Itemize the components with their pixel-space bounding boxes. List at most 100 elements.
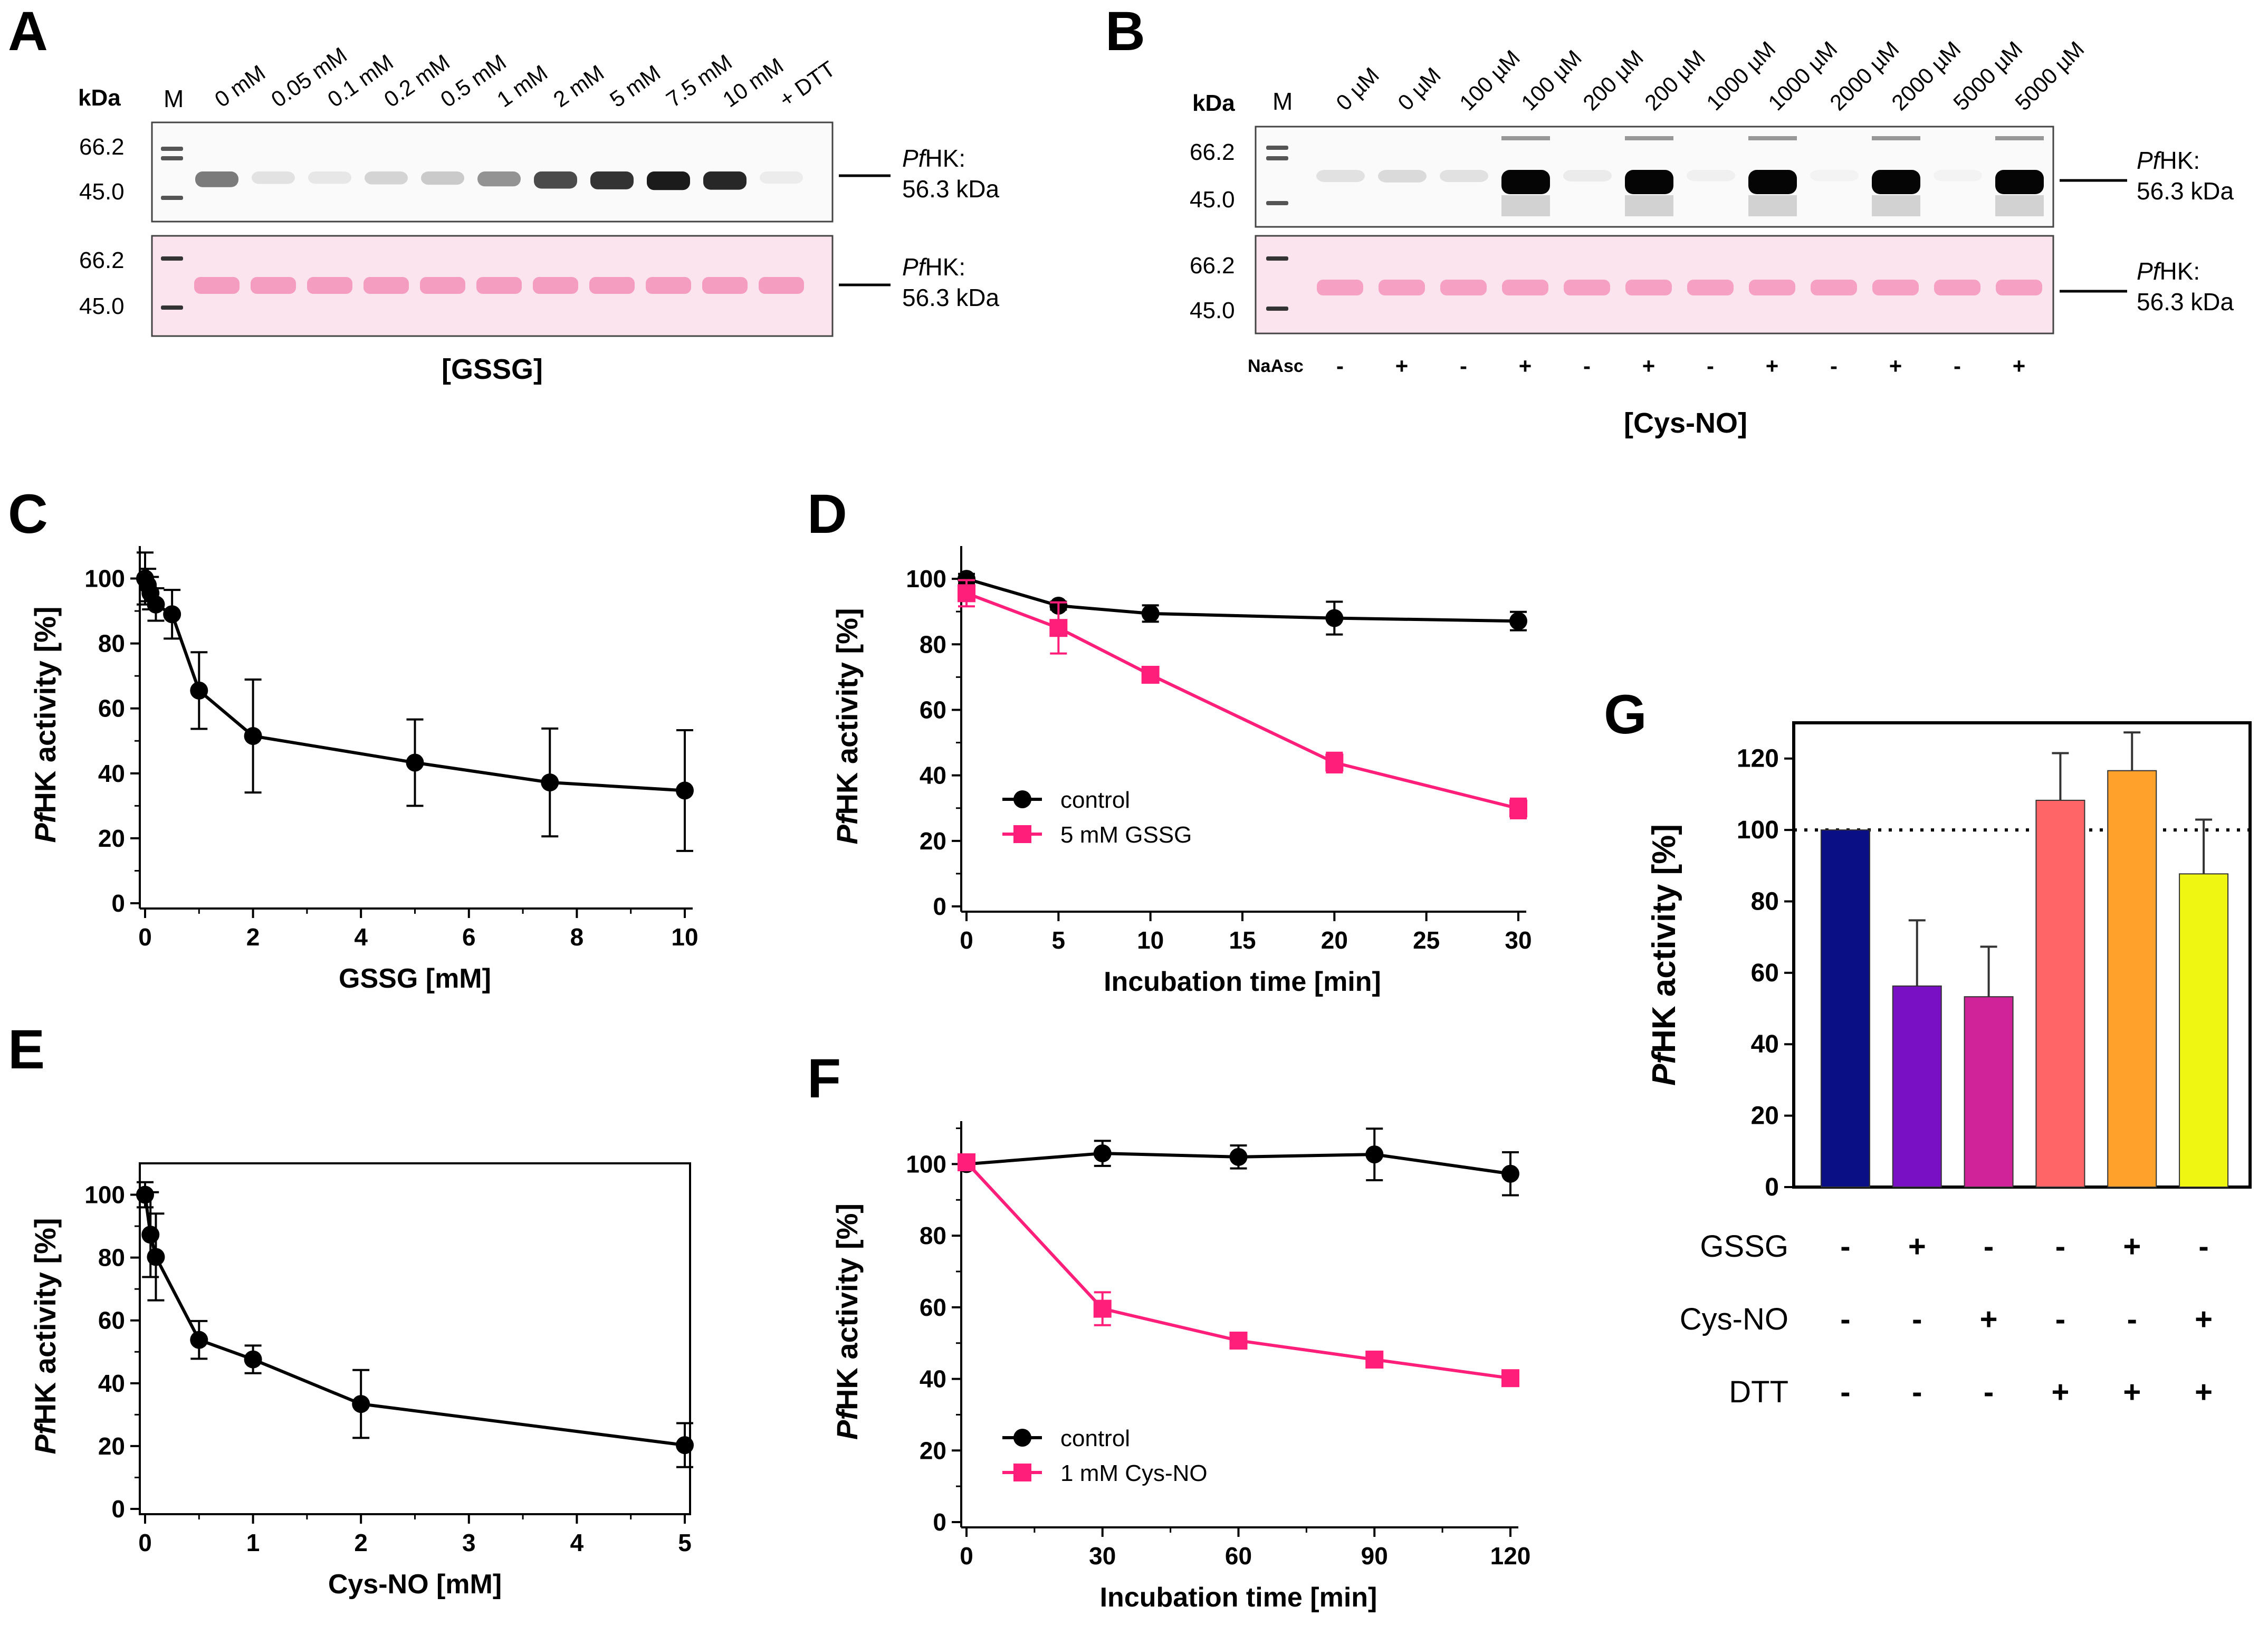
x-tick-label: 10 (671, 923, 698, 951)
lane-label-b: 0 µM (1331, 63, 1384, 116)
ladder-band (161, 256, 183, 261)
band-label-top: PfHK: (902, 145, 965, 172)
x-tick-label: 5 (678, 1529, 692, 1556)
data-point (541, 773, 559, 792)
kda-label: kDa (78, 85, 121, 111)
y-tick-label: 20 (920, 827, 946, 855)
bar (1892, 985, 1942, 1188)
ponceau-band (363, 277, 409, 294)
y-tick-label: 40 (1751, 1030, 1779, 1058)
y-axis-label: PfHK activity [%] (28, 1218, 62, 1454)
kda-label-b: kDa (1192, 90, 1235, 116)
mw-45-b-bottom: 45.0 (1190, 298, 1235, 323)
condition-sign: - (1840, 1302, 1850, 1336)
blot-band-b (1810, 170, 1859, 181)
lane-label-b: 100 µM (1516, 45, 1586, 115)
y-tick-label: 100 (84, 565, 125, 592)
x-tick-label: 0 (138, 1529, 152, 1556)
marker-label-b: M (1272, 88, 1293, 115)
legend-marker (1013, 825, 1031, 843)
blot-band-b (1872, 170, 1920, 194)
series-line (965, 591, 1519, 810)
data-point (1501, 1369, 1519, 1388)
data-point (1093, 1144, 1112, 1163)
data-point (147, 595, 165, 614)
blot-band (365, 171, 408, 185)
data-point (1141, 604, 1160, 623)
data-point (958, 1153, 975, 1172)
y-tick-label: 40 (920, 762, 946, 789)
data-point (244, 727, 262, 745)
y-tick-label: 20 (98, 825, 125, 852)
ponceau-band-b (1811, 280, 1857, 295)
naasc-sign: + (1519, 353, 1532, 378)
condition-sign: - (1912, 1375, 1922, 1409)
mw-66-b-bottom: 66.2 (1190, 253, 1235, 279)
x-tick-label: 8 (570, 923, 584, 951)
naasc-label: NaAsc (1248, 356, 1304, 376)
condition-sign: + (2051, 1375, 2069, 1409)
y-tick-label: 0 (111, 890, 125, 917)
y-tick-label: 0 (933, 1508, 946, 1536)
blot-band (760, 171, 803, 184)
plot-frame (139, 1162, 691, 1515)
naasc-sign: - (1583, 353, 1591, 378)
chart-C: 0 20 40 60 80 100 0 2 4 6 8 10 GSSG [mM] (84, 546, 698, 994)
condition-label: DTT (1729, 1375, 1788, 1409)
data-point (1141, 666, 1160, 684)
ladder-band (1266, 201, 1288, 205)
blot-smear (1872, 195, 1920, 216)
data-point (1093, 1299, 1112, 1318)
band-label-bottom-b-size: 56.3 kDa (2137, 288, 2234, 315)
data-point (1501, 1164, 1519, 1183)
mw-45: 45.0 (79, 179, 125, 205)
y-axis-label-G: PfHK activity [%] (1646, 824, 1682, 1086)
bar (2179, 873, 2229, 1188)
y-tick-label: 40 (98, 760, 125, 787)
condition-sign: + (2123, 1375, 2141, 1409)
blot-smear (1995, 195, 2044, 216)
lane-label: 2 mM (549, 60, 608, 112)
y-tick-label: 40 (98, 1370, 125, 1397)
x-tick-label: 0 (960, 1542, 973, 1570)
y-tick-label: 80 (920, 1222, 946, 1249)
x-tick-label: 60 (1225, 1542, 1252, 1570)
data-point (958, 570, 975, 588)
condition-sign: + (2195, 1302, 2213, 1336)
panel-letter-G: G (1604, 684, 1647, 745)
ponceau-band-b (1687, 280, 1734, 295)
blot-smear (1748, 195, 1797, 216)
ponceau-band-b (1934, 280, 1980, 295)
ponceau-band-b (1872, 280, 1919, 295)
data-point (1229, 1331, 1248, 1350)
ladder-band (161, 147, 183, 151)
x-tick-label: 4 (570, 1529, 584, 1556)
condition-sign: - (1984, 1375, 1994, 1409)
condition-sign: - (2198, 1229, 2208, 1264)
data-point (676, 1436, 694, 1455)
naasc-sign: + (1395, 353, 1409, 378)
y-tick-label: 60 (98, 695, 125, 722)
condition-sign: - (1840, 1375, 1850, 1409)
naasc-sign: + (1889, 353, 1902, 378)
lane-label: 5 mM (605, 60, 665, 112)
ponceau-band (251, 277, 296, 294)
y-tick-label: 20 (98, 1432, 125, 1460)
data-point (163, 605, 181, 624)
data-point (1365, 1350, 1384, 1369)
legend-label: control (1060, 787, 1130, 813)
y-tick-label: 100 (1737, 816, 1779, 844)
series-line (966, 577, 1519, 623)
y-tick-label: 20 (920, 1437, 946, 1464)
legend-label: 5 mM GSSG (1060, 822, 1192, 848)
ponceau-band (589, 277, 635, 294)
ladder-band (1266, 307, 1288, 311)
y-tick-label: 100 (906, 1150, 946, 1178)
x-tick-label: 25 (1413, 926, 1440, 954)
blot-band (421, 171, 464, 185)
ladder-band (1266, 256, 1288, 261)
ponceau-band (194, 277, 240, 294)
data-point (1325, 609, 1344, 627)
y-tick-label: 80 (1751, 887, 1779, 915)
ladder-band (161, 196, 183, 200)
